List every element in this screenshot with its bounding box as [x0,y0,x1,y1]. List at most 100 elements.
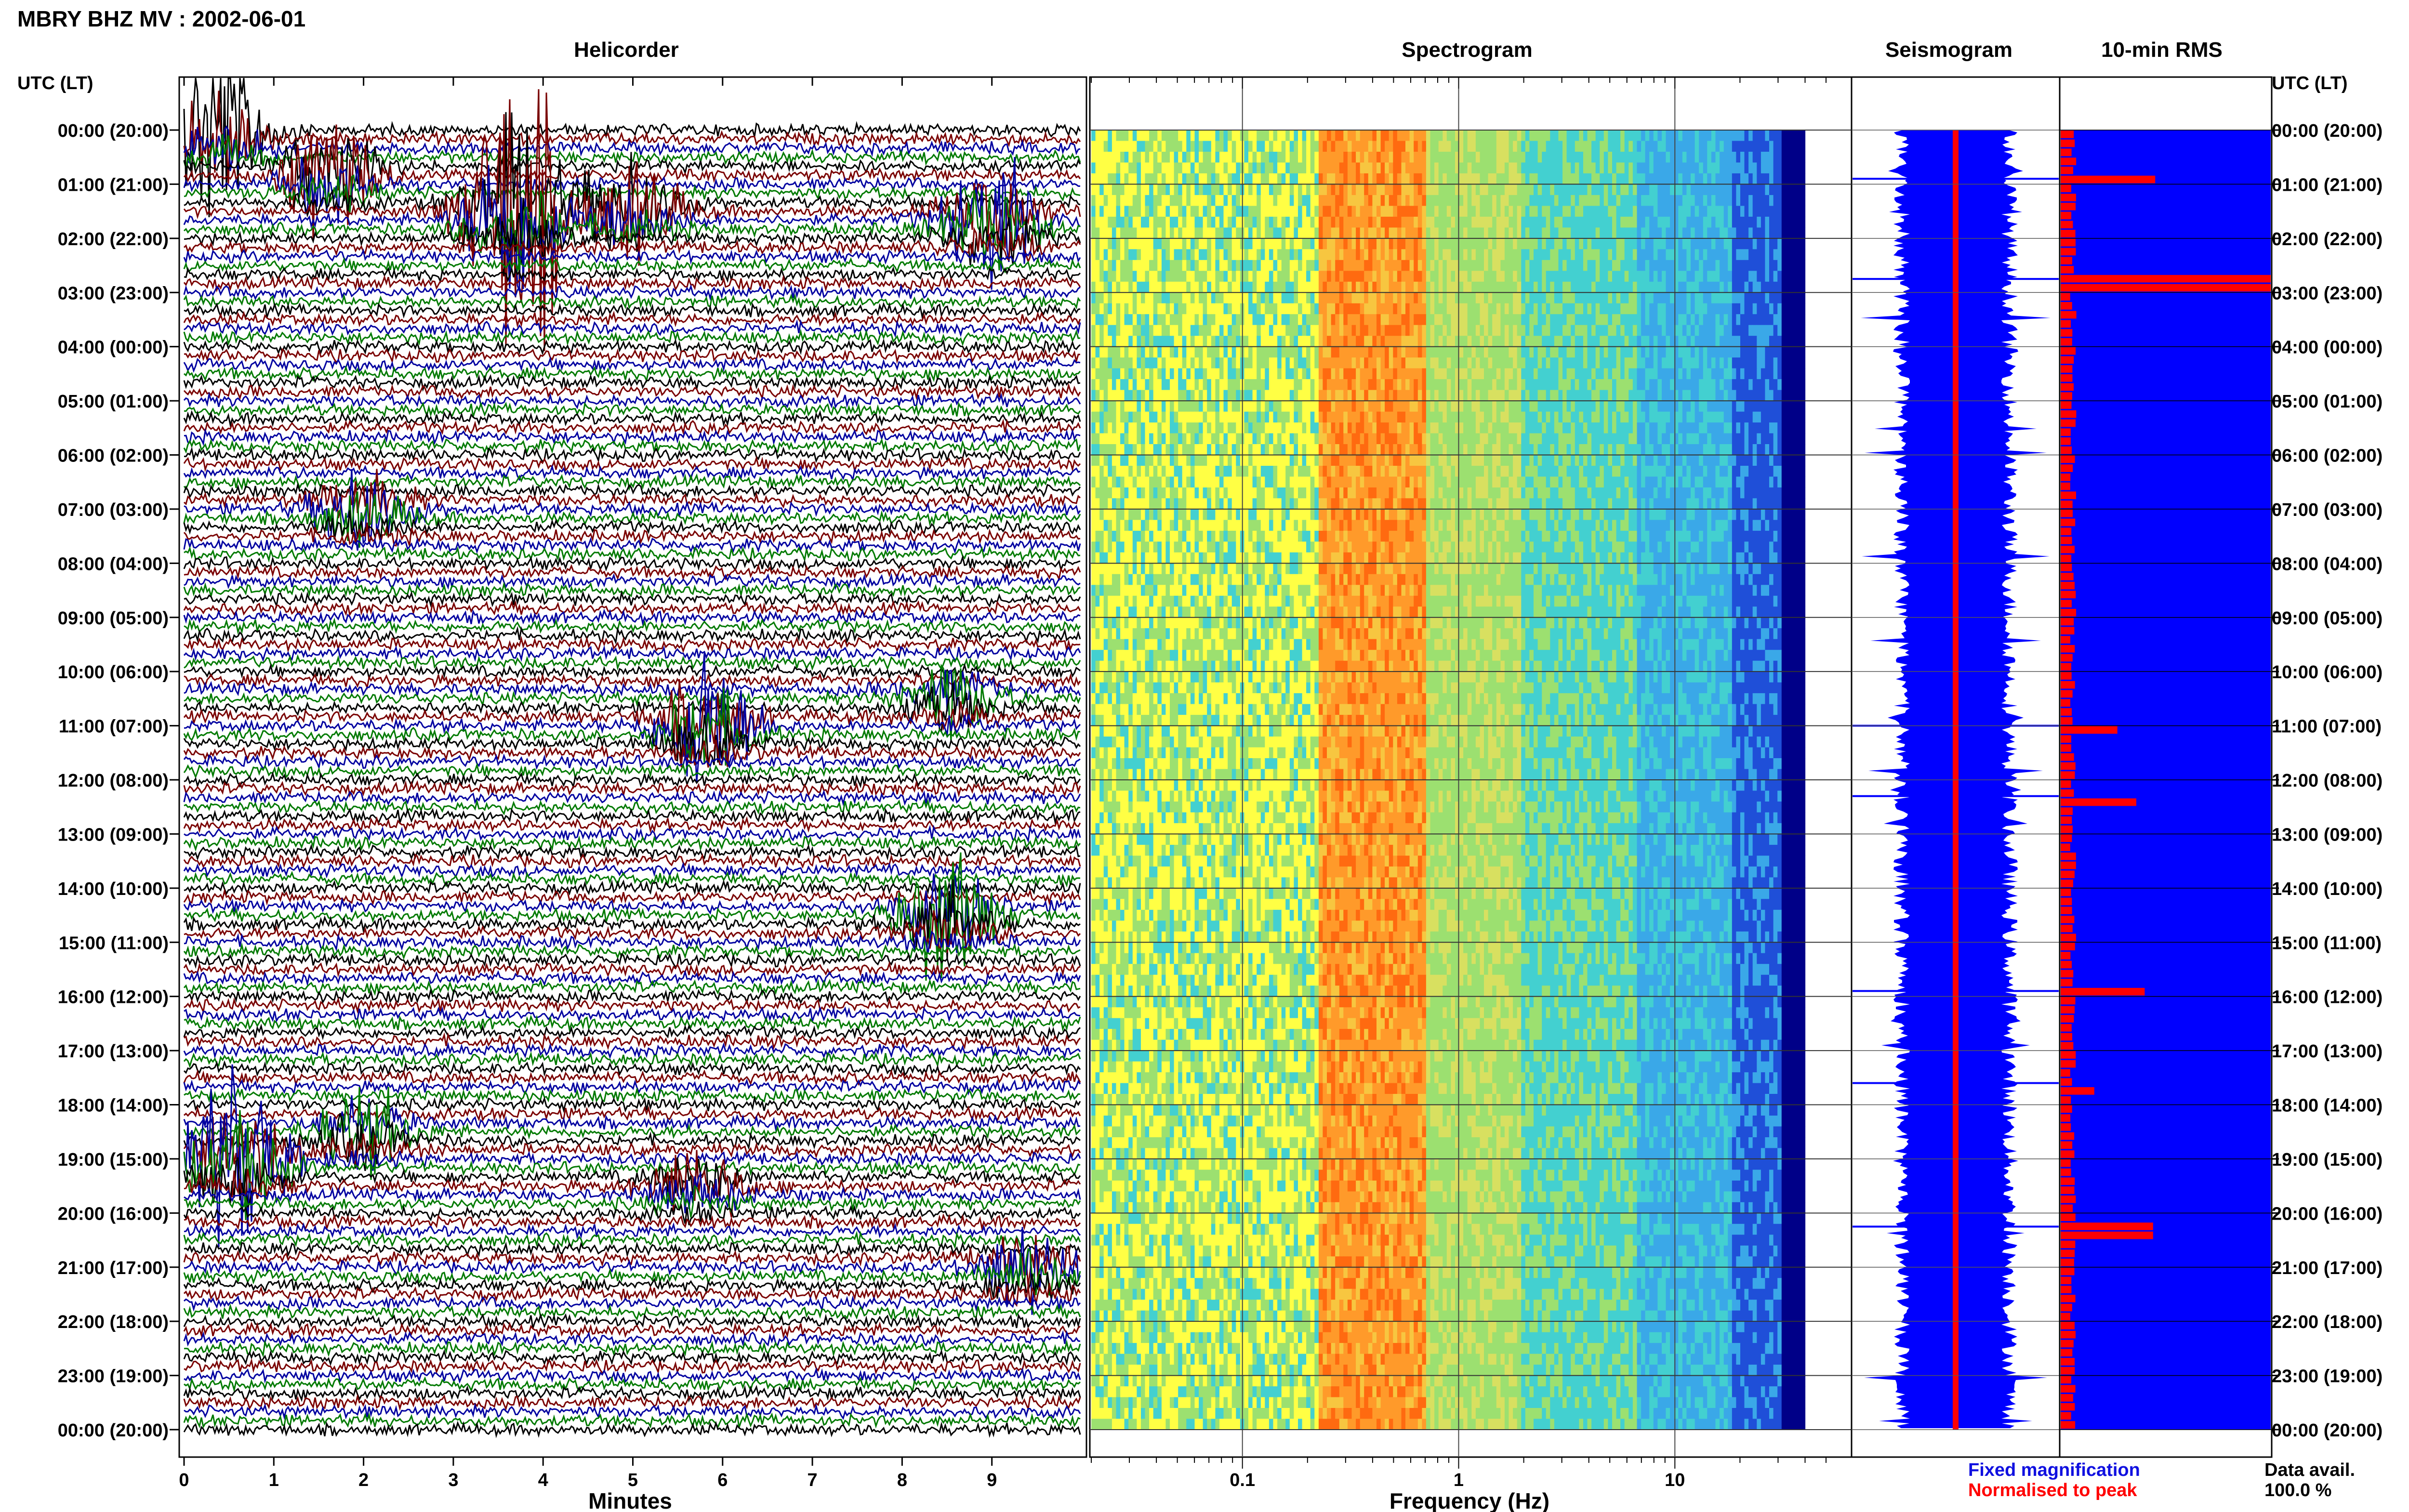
spectrogram-cell [1426,249,1431,261]
spectrogram-cell [1521,173,1526,184]
spectrogram-cell [1720,249,1724,261]
spectrogram-cell [1231,368,1236,380]
spectrogram-cell [1091,184,1096,196]
spectrogram-cell [1786,401,1790,412]
spectrogram-cell [1467,346,1472,358]
spectrogram-cell [1434,271,1439,282]
spectrogram-cell [1265,162,1270,174]
spectrogram-cell [1273,379,1278,391]
spectrogram-cell [1360,281,1364,293]
spectrogram-cell [1302,249,1307,261]
spectrogram-cell [1678,379,1683,391]
spectrogram-cell [1579,281,1584,293]
spectrogram-cell [1773,141,1778,152]
spectrogram-cell [1393,271,1398,282]
helicorder-trace [183,683,1081,732]
spectrogram-cell [1699,238,1704,250]
spectrogram-cell [1492,271,1497,282]
spectrogram-cell [1789,411,1795,423]
spectrogram-cell [1128,227,1133,239]
spectrogram-cell [1744,422,1749,434]
spectrogram-cell [1786,130,1790,142]
spectrogram-cell [1277,325,1282,336]
spectrogram-cell [1310,249,1315,261]
spectrogram-cell [1740,227,1745,239]
spectrogram-cell [1720,260,1724,271]
spectrogram-cell [1137,216,1141,228]
spectrogram-cell [1409,162,1414,174]
spectrogram-cell [1484,206,1489,217]
spectrogram-cell [1566,271,1571,282]
spectrogram-cell [1707,227,1712,239]
spectrogram-cell [1699,206,1704,217]
spectrogram-cell [1459,141,1464,152]
spectrogram-cell [1443,401,1447,412]
helicorder-trace [183,293,1081,310]
spectrogram-cell [1281,152,1286,163]
spectrogram-cell [1165,292,1170,304]
spectrogram-cell [1587,422,1592,434]
helicorder-trace [184,401,1081,418]
spectrogram-cell [1509,401,1513,412]
spectrogram-cell [1269,390,1274,401]
spectrogram-cell [1554,357,1559,369]
spectrogram-cell [1686,238,1691,250]
spectrogram-cell [1707,206,1712,217]
spectrogram-cell [1401,162,1406,174]
spectrogram-cell [1294,184,1298,196]
spectrogram-cell [1537,195,1542,206]
spectrogram-cell [1231,379,1236,391]
spectrogram-cell [1438,216,1443,228]
spectrogram-cell [1368,130,1373,142]
spectrogram-cell [1285,249,1290,261]
spectrogram-cell [1773,292,1778,304]
spectrogram-cell [1223,238,1228,250]
spectrogram-cell [1310,206,1315,217]
spectrogram-cell [1603,162,1608,174]
spectrogram-cell [1434,411,1439,423]
spectrogram-cell [1645,271,1650,282]
spectrogram-cell [1219,368,1224,380]
spectrogram-cell [1285,162,1290,174]
spectrogram-cell [1372,216,1377,228]
spectrogram-cell [1451,379,1456,391]
spectrogram-cell [1657,184,1662,196]
spectrogram-cell [1600,238,1604,250]
spectrogram-cell [1273,206,1278,217]
spectrogram-cell [1298,422,1303,434]
spectrogram-cell [1562,303,1567,315]
spectrogram-cell [1430,271,1435,282]
spectrogram-cell [1562,173,1567,184]
spectrogram-cell [1558,325,1563,336]
spectrogram-cell [1624,162,1629,174]
spectrogram-cell [1211,152,1216,163]
spectrogram-cell [1186,173,1191,184]
spectrogram-cell [1446,292,1451,304]
spectrogram-cell [1161,216,1166,228]
spectrogram-cell [1103,130,1108,142]
spectrogram-cell [1583,130,1588,142]
spectrogram-cell [1443,292,1447,304]
spectrogram-cell [1298,379,1303,391]
spectrogram-cell [1653,303,1658,315]
spectrogram-cell [1554,227,1559,239]
spectrogram-cell [1628,260,1633,271]
spectrogram-cell [1331,336,1336,347]
spectrogram-cell [1463,390,1468,401]
spectrogram-cell [1434,206,1439,217]
spectrogram-cell [1509,357,1513,369]
helicorder-trace [183,861,1081,880]
spectrogram-cell [1728,184,1733,196]
spectrogram-cell [1723,346,1728,358]
spectrogram-cell [1356,227,1361,239]
spectrogram-cell [1525,260,1530,271]
spectrogram-cell [1393,227,1398,239]
spectrogram-cell [1686,314,1691,326]
spectrogram-cell [1157,390,1162,401]
spectrogram-cell [1666,271,1670,282]
spectrogram-cell [1364,346,1369,358]
spectrogram-cell [1628,249,1633,261]
helicorder-trace [183,753,1081,770]
spectrogram-cell [1603,141,1608,152]
spectrogram-cell [1161,292,1166,304]
